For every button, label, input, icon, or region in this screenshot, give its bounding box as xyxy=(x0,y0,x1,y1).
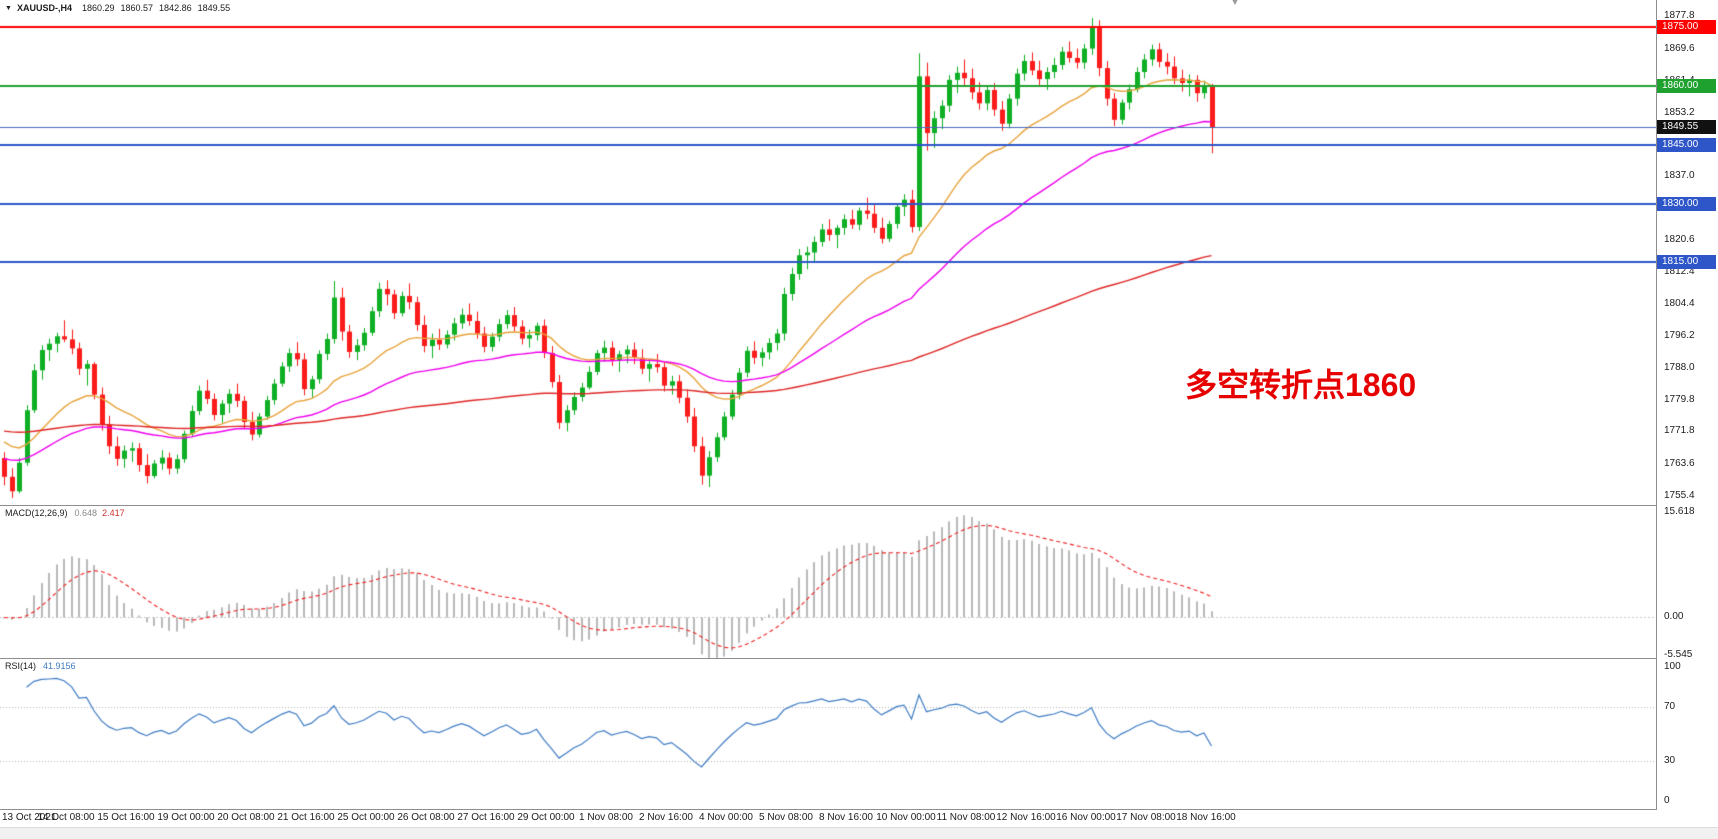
rsi-value: 41.9156 xyxy=(43,661,76,671)
time-axis-label: 16 Nov 00:00 xyxy=(1056,812,1116,823)
panel-separator[interactable] xyxy=(0,658,1718,659)
price-tick-label: 1869.6 xyxy=(1664,42,1695,54)
price-tick-label: 1771.8 xyxy=(1664,425,1695,437)
price-level-badge: 1845.00 xyxy=(1657,137,1716,152)
chart-annotation-text: 多空转折点1860 xyxy=(1185,367,1417,403)
time-axis-label: 25 Oct 00:00 xyxy=(337,812,395,823)
chart-shift-marker-icon[interactable]: ▼ xyxy=(1230,0,1240,8)
candlestick-chart-canvas[interactable] xyxy=(0,0,1656,505)
rsi-chart-canvas xyxy=(0,659,1656,809)
time-axis-label: 1 Nov 08:00 xyxy=(579,812,633,823)
price-tick-label: 1812.4 xyxy=(1664,266,1695,278)
time-axis-label: 18 Nov 16:00 xyxy=(1176,812,1236,823)
rsi-scale-label: 0 xyxy=(1664,795,1670,806)
rsi-name: RSI(14) xyxy=(5,661,37,671)
time-axis-label: 11 Nov 08:00 xyxy=(936,812,996,823)
time-axis-label: 12 Nov 16:00 xyxy=(996,812,1056,823)
price-level-badge: 1860.00 xyxy=(1657,79,1716,94)
rsi-scale-label: 70 xyxy=(1664,701,1676,713)
price-tick-label: 1779.8 xyxy=(1664,394,1695,406)
symbol-period-label: XAUUSD-,H4 xyxy=(16,3,72,13)
one-click-trading-icon[interactable]: ▼ xyxy=(5,5,12,12)
current-price-badge: 1849.55 xyxy=(1657,120,1716,135)
rsi-indicator-panel[interactable]: RSI(14) 41.9156 xyxy=(0,659,1656,809)
macd-label: MACD(12,26,9) 0.648 2.417 xyxy=(5,508,125,518)
panel-separator xyxy=(0,809,1718,810)
time-axis-label: 27 Oct 16:00 xyxy=(457,812,515,823)
price-tick-label: 1755.4 xyxy=(1664,489,1695,501)
macd-scale-label: 0.00 xyxy=(1664,611,1684,623)
open-value: 1860.29 xyxy=(81,3,115,13)
time-axis[interactable]: 13 Oct 2021 14 Oct 08:00 15 Oct 16:00 19 Oc… xyxy=(0,810,1656,827)
time-axis-label: 29 Oct 00:00 xyxy=(517,812,575,823)
price-tick-label: 1763.6 xyxy=(1664,457,1695,469)
macd-chart-canvas xyxy=(0,506,1656,658)
price-axis-column[interactable]: 1877.81869.61861.41853.21845.01837.01828… xyxy=(1656,0,1718,810)
rsi-label: RSI(14) 41.9156 xyxy=(5,661,76,671)
time-axis-label: 20 Oct 08:00 xyxy=(217,812,275,823)
price-level-badge: 1830.00 xyxy=(1657,196,1716,211)
price-tick-label: 1877.8 xyxy=(1664,10,1695,22)
price-tick-label: 1837.0 xyxy=(1664,170,1695,182)
rsi-scale-label: 30 xyxy=(1664,754,1676,766)
time-axis-label: 8 Nov 16:00 xyxy=(819,812,873,823)
time-axis-label: 15 Oct 16:00 xyxy=(97,812,155,823)
time-axis-label: 13 Oct 2021 xyxy=(2,812,57,823)
time-axis-label: 2 Nov 16:00 xyxy=(639,812,693,823)
time-axis-label: 26 Oct 08:00 xyxy=(397,812,455,823)
price-tick-label: 1820.6 xyxy=(1664,234,1695,246)
price-tick-label: 1796.2 xyxy=(1664,329,1695,341)
time-axis-label: 4 Nov 00:00 xyxy=(699,812,753,823)
price-tick-label: 1853.2 xyxy=(1664,106,1695,118)
macd-scale-label: 15.618 xyxy=(1664,505,1695,517)
macd-indicator-panel[interactable]: MACD(12,26,9) 0.648 2.417 xyxy=(0,506,1656,658)
time-axis-label: 10 Nov 00:00 xyxy=(876,812,936,823)
price-tick-label: 1804.4 xyxy=(1664,297,1695,309)
high-value: 1860.57 xyxy=(120,3,154,13)
time-axis-label: 21 Oct 16:00 xyxy=(277,812,335,823)
time-axis-label: 19 Oct 00:00 xyxy=(157,812,215,823)
macd-signal-value: 2.417 xyxy=(102,508,125,518)
price-level-badge: 1875.00 xyxy=(1657,20,1716,35)
rsi-scale-label: 100 xyxy=(1664,661,1681,672)
close-value: 1849.55 xyxy=(197,3,231,13)
chart-title: ▼ XAUUSD-,H4 1860.29 1860.57 1842.86 1849.55 xyxy=(5,3,230,13)
time-axis-label: 14 Oct 08:00 xyxy=(37,812,95,823)
panel-separator[interactable] xyxy=(0,505,1718,506)
time-axis-label: 17 Nov 08:00 xyxy=(1116,812,1176,823)
macd-main-value: 0.648 xyxy=(74,508,98,518)
low-value: 1842.86 xyxy=(159,3,192,13)
macd-scale-label: -5.545 xyxy=(1664,648,1693,660)
price-level-badge: 1815.00 xyxy=(1657,255,1716,270)
horizontal-scrollbar[interactable] xyxy=(0,827,1718,839)
time-axis-label: 5 Nov 08:00 xyxy=(759,812,813,823)
price-tick-label: 1788.0 xyxy=(1664,361,1695,373)
macd-name: MACD(12,26,9) xyxy=(5,508,68,518)
price-chart-panel[interactable]: ▼ XAUUSD-,H4 1860.29 1860.57 1842.86 1849.55 … xyxy=(0,0,1656,505)
